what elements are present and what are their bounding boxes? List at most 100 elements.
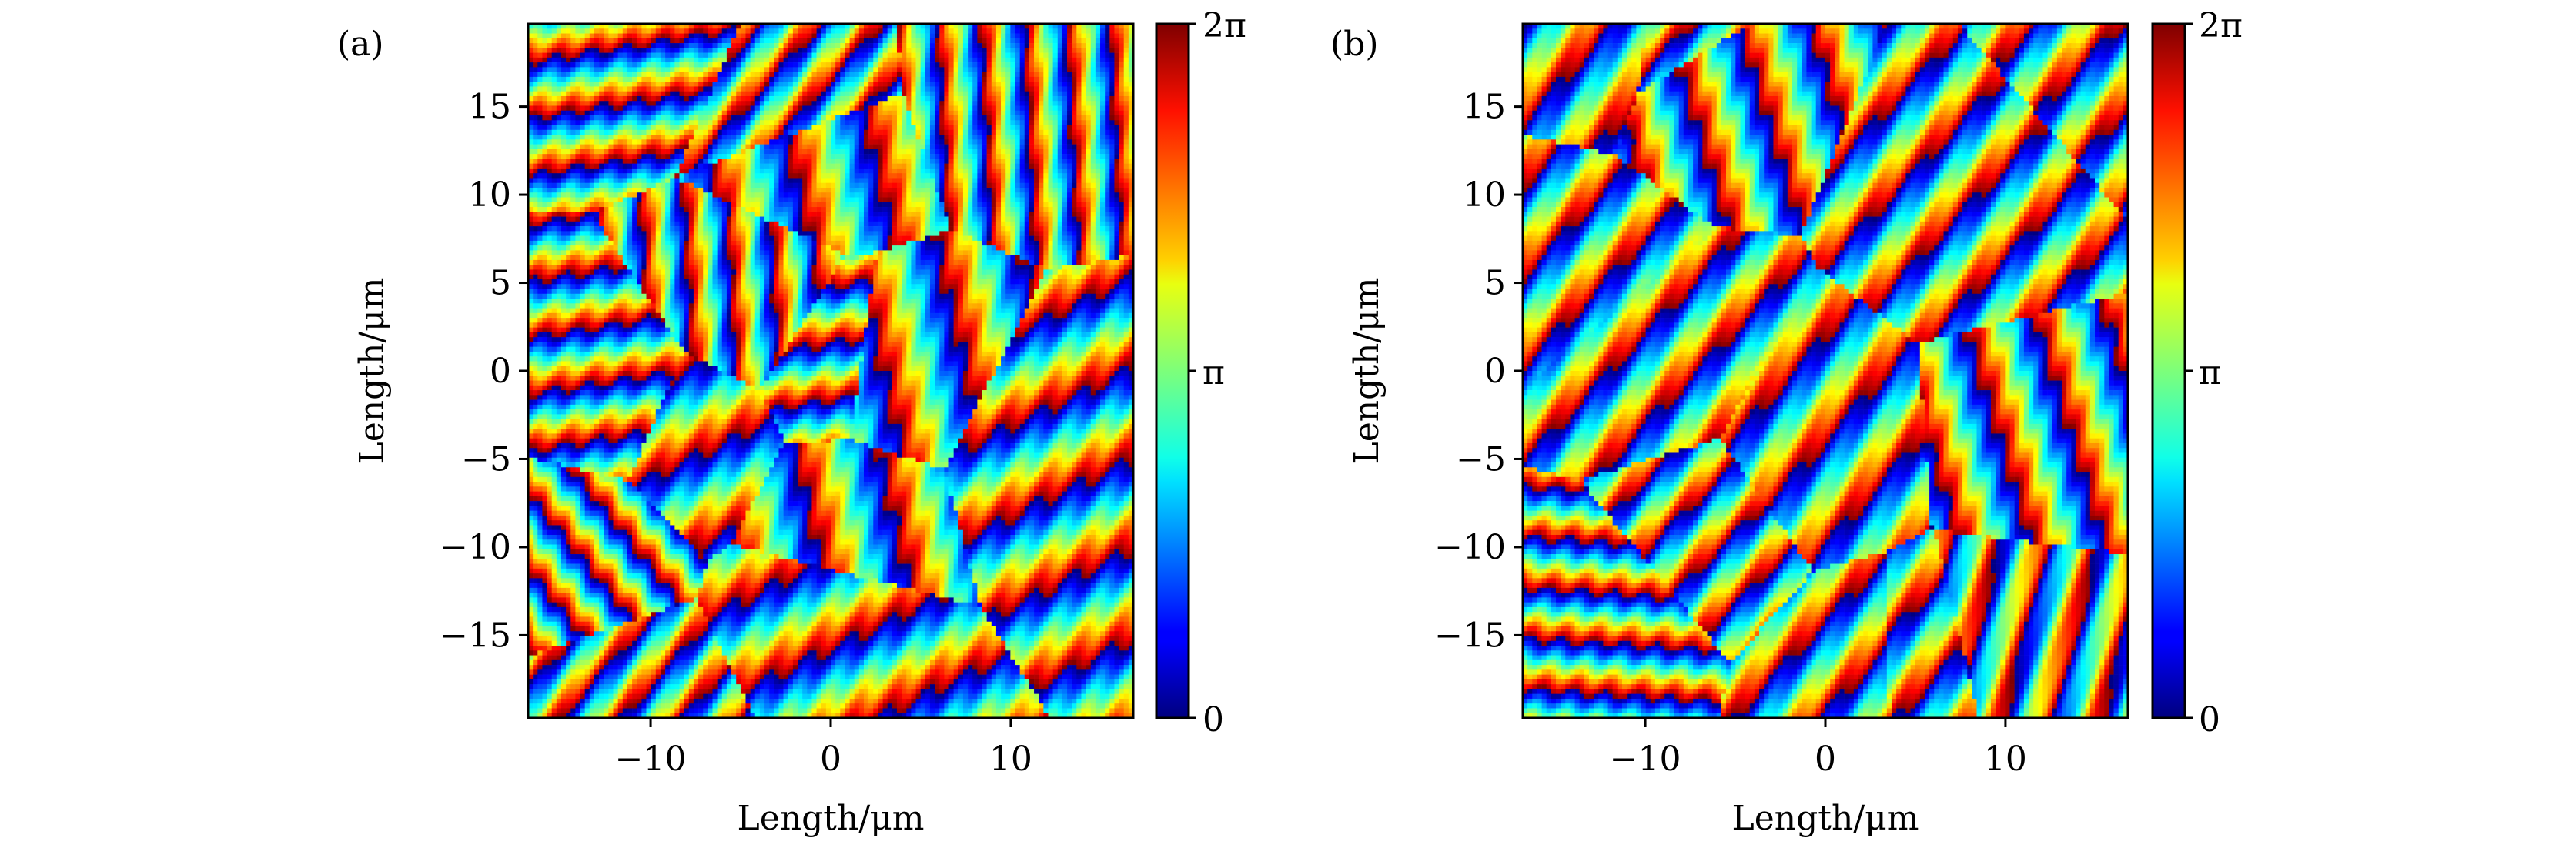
heatmap-cell — [995, 144, 1002, 150]
heatmap-cell — [1067, 197, 1072, 203]
heatmap-cell — [703, 72, 708, 78]
heatmap-cell — [972, 48, 978, 53]
heatmap-cell — [821, 43, 827, 48]
heatmap-cell — [1086, 72, 1092, 78]
heatmap-cell — [831, 149, 836, 155]
heatmap-cell — [1109, 197, 1115, 203]
heatmap-cell — [939, 82, 945, 87]
heatmap-cell — [717, 178, 723, 184]
heatmap-cell — [962, 163, 969, 169]
heatmap-cell — [726, 110, 732, 116]
heatmap-cell — [580, 52, 585, 58]
heatmap-cell — [665, 182, 671, 189]
heatmap-cell — [831, 159, 836, 164]
heatmap-cell — [745, 86, 751, 92]
heatmap-cell — [575, 168, 580, 174]
heatmap-cell — [991, 202, 997, 208]
heatmap-cell — [599, 95, 604, 102]
heatmap-cell — [750, 163, 756, 169]
heatmap-cell — [948, 173, 954, 179]
heatmap-cell — [1052, 202, 1059, 208]
heatmap-cell — [915, 125, 921, 131]
heatmap-cell — [972, 82, 978, 87]
heatmap-cell — [632, 38, 637, 44]
heatmap-cell — [1052, 154, 1059, 159]
heatmap-cell — [1005, 82, 1011, 87]
heatmap-cell — [537, 207, 543, 212]
heatmap-cell — [580, 139, 585, 145]
heatmap-cell — [769, 192, 774, 198]
heatmap-cell — [868, 120, 874, 125]
heatmap-cell — [807, 57, 812, 63]
heatmap-cell — [986, 192, 992, 198]
heatmap-cell — [570, 187, 576, 193]
heatmap-cell — [915, 28, 921, 34]
heatmap-cell — [944, 72, 949, 78]
heatmap-cell — [684, 202, 690, 208]
heatmap-cell — [982, 101, 987, 106]
heatmap-cell — [566, 76, 571, 82]
heatmap-cell — [1095, 72, 1101, 78]
heatmap-cell — [556, 86, 562, 92]
heatmap-cell — [608, 82, 614, 87]
heatmap-cell — [693, 120, 699, 125]
heatmap-cell — [764, 43, 770, 48]
heatmap-cell — [958, 187, 964, 193]
heatmap-cell — [698, 207, 704, 212]
heatmap-cell — [1119, 62, 1125, 68]
heatmap-cell — [982, 115, 987, 121]
heatmap-cell — [1086, 48, 1092, 53]
heatmap-cell — [1048, 182, 1053, 189]
heatmap-cell — [570, 43, 576, 48]
heatmap-cell — [798, 202, 803, 208]
heatmap-cell — [717, 202, 723, 208]
heatmap-cell — [632, 57, 637, 63]
heatmap-cell — [816, 144, 822, 150]
heatmap-cell — [986, 57, 992, 63]
heatmap-cell — [887, 33, 893, 39]
heatmap-cell — [537, 76, 543, 82]
heatmap-cell — [731, 197, 737, 203]
heatmap-cell — [972, 159, 978, 164]
heatmap-cell — [608, 149, 614, 155]
heatmap-cell — [935, 72, 940, 78]
heatmap-cell — [935, 110, 940, 116]
heatmap-cell — [1072, 173, 1077, 179]
heatmap-cell — [982, 139, 987, 145]
heatmap-cell — [769, 144, 774, 150]
heatmap-cell — [542, 52, 547, 58]
heatmap-cell — [627, 154, 633, 159]
heatmap-cell — [798, 135, 803, 140]
heatmap-cell — [679, 72, 684, 78]
heatmap-cell — [736, 38, 741, 44]
heatmap-cell — [1081, 202, 1086, 208]
heatmap-cell — [873, 110, 878, 116]
heatmap-cell — [962, 24, 969, 29]
heatmap-cell — [825, 192, 831, 198]
heatmap-cell — [693, 115, 699, 121]
heatmap-cell — [986, 159, 992, 164]
heatmap-cell — [882, 139, 888, 145]
heatmap-cell — [1062, 76, 1068, 82]
heatmap-cell — [1128, 105, 1133, 112]
heatmap-cell — [802, 144, 808, 150]
heatmap-cell — [774, 91, 779, 97]
heatmap-cell — [1109, 105, 1115, 112]
heatmap-cell — [944, 129, 949, 135]
heatmap-cell — [1105, 129, 1110, 135]
heatmap-cell — [778, 159, 784, 164]
heatmap-cell — [811, 125, 817, 131]
heatmap-cell — [840, 149, 845, 155]
heatmap-cell — [575, 57, 580, 63]
heatmap-cell — [750, 67, 756, 72]
heatmap-cell — [560, 43, 567, 48]
heatmap-cell — [807, 159, 812, 164]
heatmap-cell — [745, 57, 751, 63]
heatmap-cell — [774, 197, 779, 203]
heatmap-cell — [641, 144, 647, 150]
heatmap-cell — [1072, 182, 1077, 189]
heatmap-cell — [986, 163, 992, 169]
heatmap-cell — [651, 72, 657, 78]
heatmap-cell — [566, 62, 571, 68]
heatmap-cell — [1015, 192, 1020, 198]
